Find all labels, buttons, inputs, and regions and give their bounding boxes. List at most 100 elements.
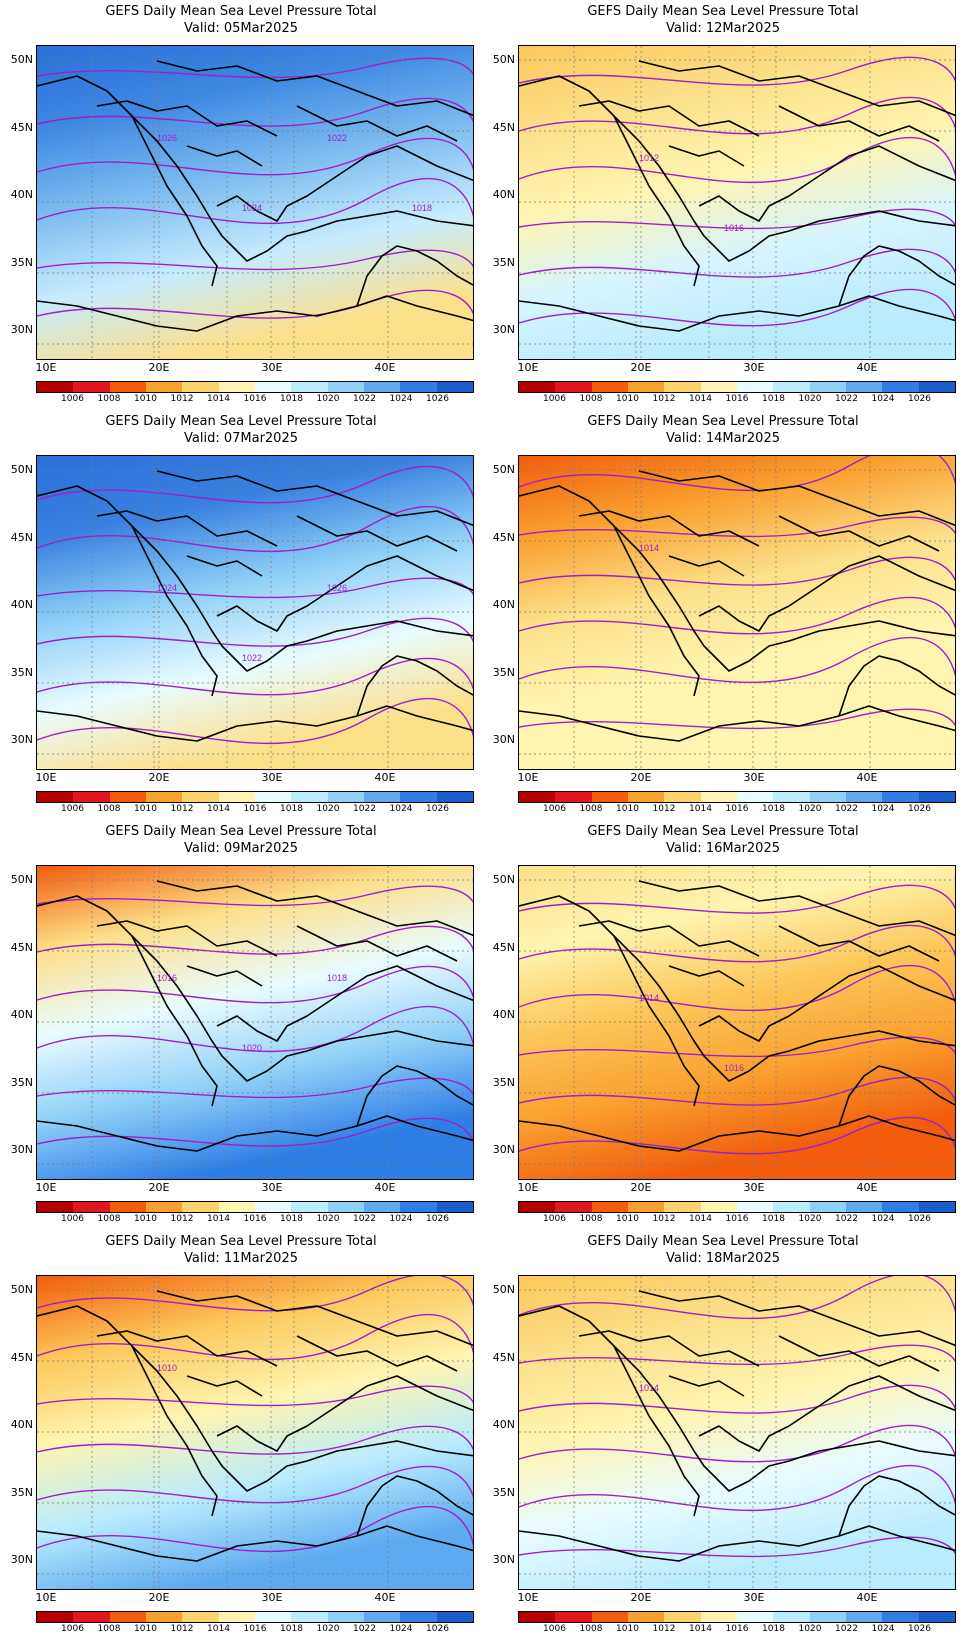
colorbar (518, 1201, 956, 1213)
coastline-border (37, 705, 473, 742)
contour-label: 1016 (724, 223, 744, 233)
isobar-contour (519, 636, 955, 684)
colorbar-swatch (363, 1202, 401, 1212)
colorbar-swatch (918, 382, 955, 392)
lat-tick-label: 35N (492, 1075, 515, 1089)
coastline-border (838, 245, 955, 307)
colorbar-label: 1026 (426, 1214, 449, 1224)
lat-tick-label: 40N (492, 188, 515, 201)
colorbar-swatch (882, 382, 919, 392)
coastline-border (613, 525, 700, 697)
colorbar-label: 1022 (835, 1214, 858, 1224)
colorbar-swatch (73, 792, 110, 802)
colorbar-label: 1008 (579, 1624, 603, 1634)
pressure-map-panel-1: GEFS Daily Mean Sea Level Pressure Total… (0, 0, 482, 410)
lon-tick-label: 20E (148, 361, 170, 374)
lat-tick-label: 45N (492, 530, 515, 544)
colorbar-swatch (145, 1202, 183, 1212)
colorbar-swatch (145, 792, 183, 802)
coastline-border (698, 145, 955, 222)
colorbar-label: 1006 (543, 1624, 566, 1634)
colorbar-label: 1018 (762, 1624, 785, 1634)
lat-tick-label: 50N (492, 1283, 515, 1296)
colorbar-label: 1012 (170, 1624, 194, 1634)
colorbar-swatch (664, 1612, 701, 1622)
colorbar-label: 1020 (798, 394, 822, 404)
colorbar-label: 1022 (835, 804, 858, 814)
colorbar-label: 1010 (616, 1624, 639, 1634)
colorbar-swatch (882, 1612, 919, 1622)
lon-tick-label: 40E (374, 771, 396, 784)
coastline-border (519, 705, 955, 742)
pressure-field (37, 866, 473, 1179)
isobar-contour (519, 56, 955, 86)
panel-valid-date: Valid: 18Mar2025 (666, 1251, 780, 1266)
pressure-map-panel-8: GEFS Daily Mean Sea Level Pressure Total… (482, 1230, 964, 1640)
colorbar-swatch (109, 382, 146, 392)
contour-label: 1016 (157, 973, 177, 983)
colorbar-label: 1018 (280, 804, 303, 814)
coastline-border (778, 105, 940, 142)
coastline-border (668, 965, 745, 987)
colorbar-swatch (182, 1612, 219, 1622)
colorbar-label: 1006 (543, 1214, 566, 1224)
lat-tick-label: 30N (10, 733, 33, 746)
pressure-map: 1010 (36, 1275, 474, 1590)
coastline-border (37, 295, 473, 332)
colorbar-swatch (109, 792, 146, 802)
colorbar-label: 1016 (243, 1214, 267, 1224)
colorbar-swatch (700, 1612, 737, 1622)
colorbar-swatch (627, 792, 665, 802)
colorbar-label: 1018 (280, 1624, 303, 1634)
colorbar-label: 1020 (316, 804, 340, 814)
coastline-border (613, 935, 700, 1107)
colorbar-swatch (700, 1202, 737, 1212)
lat-tick-label: 50N (10, 53, 33, 66)
lat-tick-label: 45N (10, 120, 33, 134)
contour-label: 1012 (639, 153, 659, 163)
panel-valid-date: Valid: 07Mar2025 (184, 431, 298, 446)
colorbar-swatch (519, 792, 556, 802)
colorbar-swatch (182, 382, 219, 392)
lat-tick-label: 35N (492, 665, 515, 679)
lon-tick-label: 10E (35, 1591, 57, 1604)
colorbar-label: 1018 (280, 394, 303, 404)
lat-tick-label: 30N (10, 1143, 33, 1156)
panel-title: GEFS Daily Mean Sea Level Pressure Total (105, 4, 377, 19)
lon-tick-label: 30E (261, 1591, 283, 1604)
pressure-map: 1012 1016 (518, 45, 956, 360)
colorbar-swatch (519, 1202, 556, 1212)
colorbar-swatch (254, 792, 292, 802)
isobar-contour (37, 466, 473, 504)
contour-label: 1018 (327, 973, 347, 983)
pressure-field (519, 46, 955, 359)
colorbar-label: 1024 (389, 1624, 413, 1634)
panel-valid-date: Valid: 09Mar2025 (184, 841, 298, 856)
coastline-border (519, 1525, 955, 1562)
colorbar-label: 1012 (652, 1214, 676, 1224)
coastline-border (96, 100, 278, 137)
colorbar (36, 1611, 474, 1623)
isobar-contour (37, 1005, 473, 1053)
colorbar-swatch (773, 792, 810, 802)
contour-label: 1026 (327, 583, 347, 593)
contour-label: 1022 (327, 133, 347, 143)
colorbar-label: 1014 (689, 1214, 712, 1224)
contour-label: 1014 (639, 1383, 659, 1393)
colorbar-swatch (591, 1202, 628, 1212)
coastline-border (131, 1345, 218, 1517)
colorbar-swatch (254, 1612, 292, 1622)
pressure-field (519, 456, 955, 769)
colorbar-swatch (37, 382, 74, 392)
colorbar-swatch (845, 1612, 883, 1622)
colorbar-label: 1024 (871, 804, 895, 814)
contour-label: 1016 (724, 1063, 744, 1073)
lon-tick-label: 20E (148, 771, 170, 784)
panel-valid-date: Valid: 05Mar2025 (184, 21, 298, 36)
colorbar-swatch (327, 1202, 364, 1212)
colorbar-label: 1014 (207, 804, 230, 814)
lat-tick-label: 40N (10, 1008, 33, 1021)
colorbar-label: 1006 (543, 804, 566, 814)
colorbar-swatch (664, 382, 701, 392)
isobar-contour (519, 1384, 955, 1414)
